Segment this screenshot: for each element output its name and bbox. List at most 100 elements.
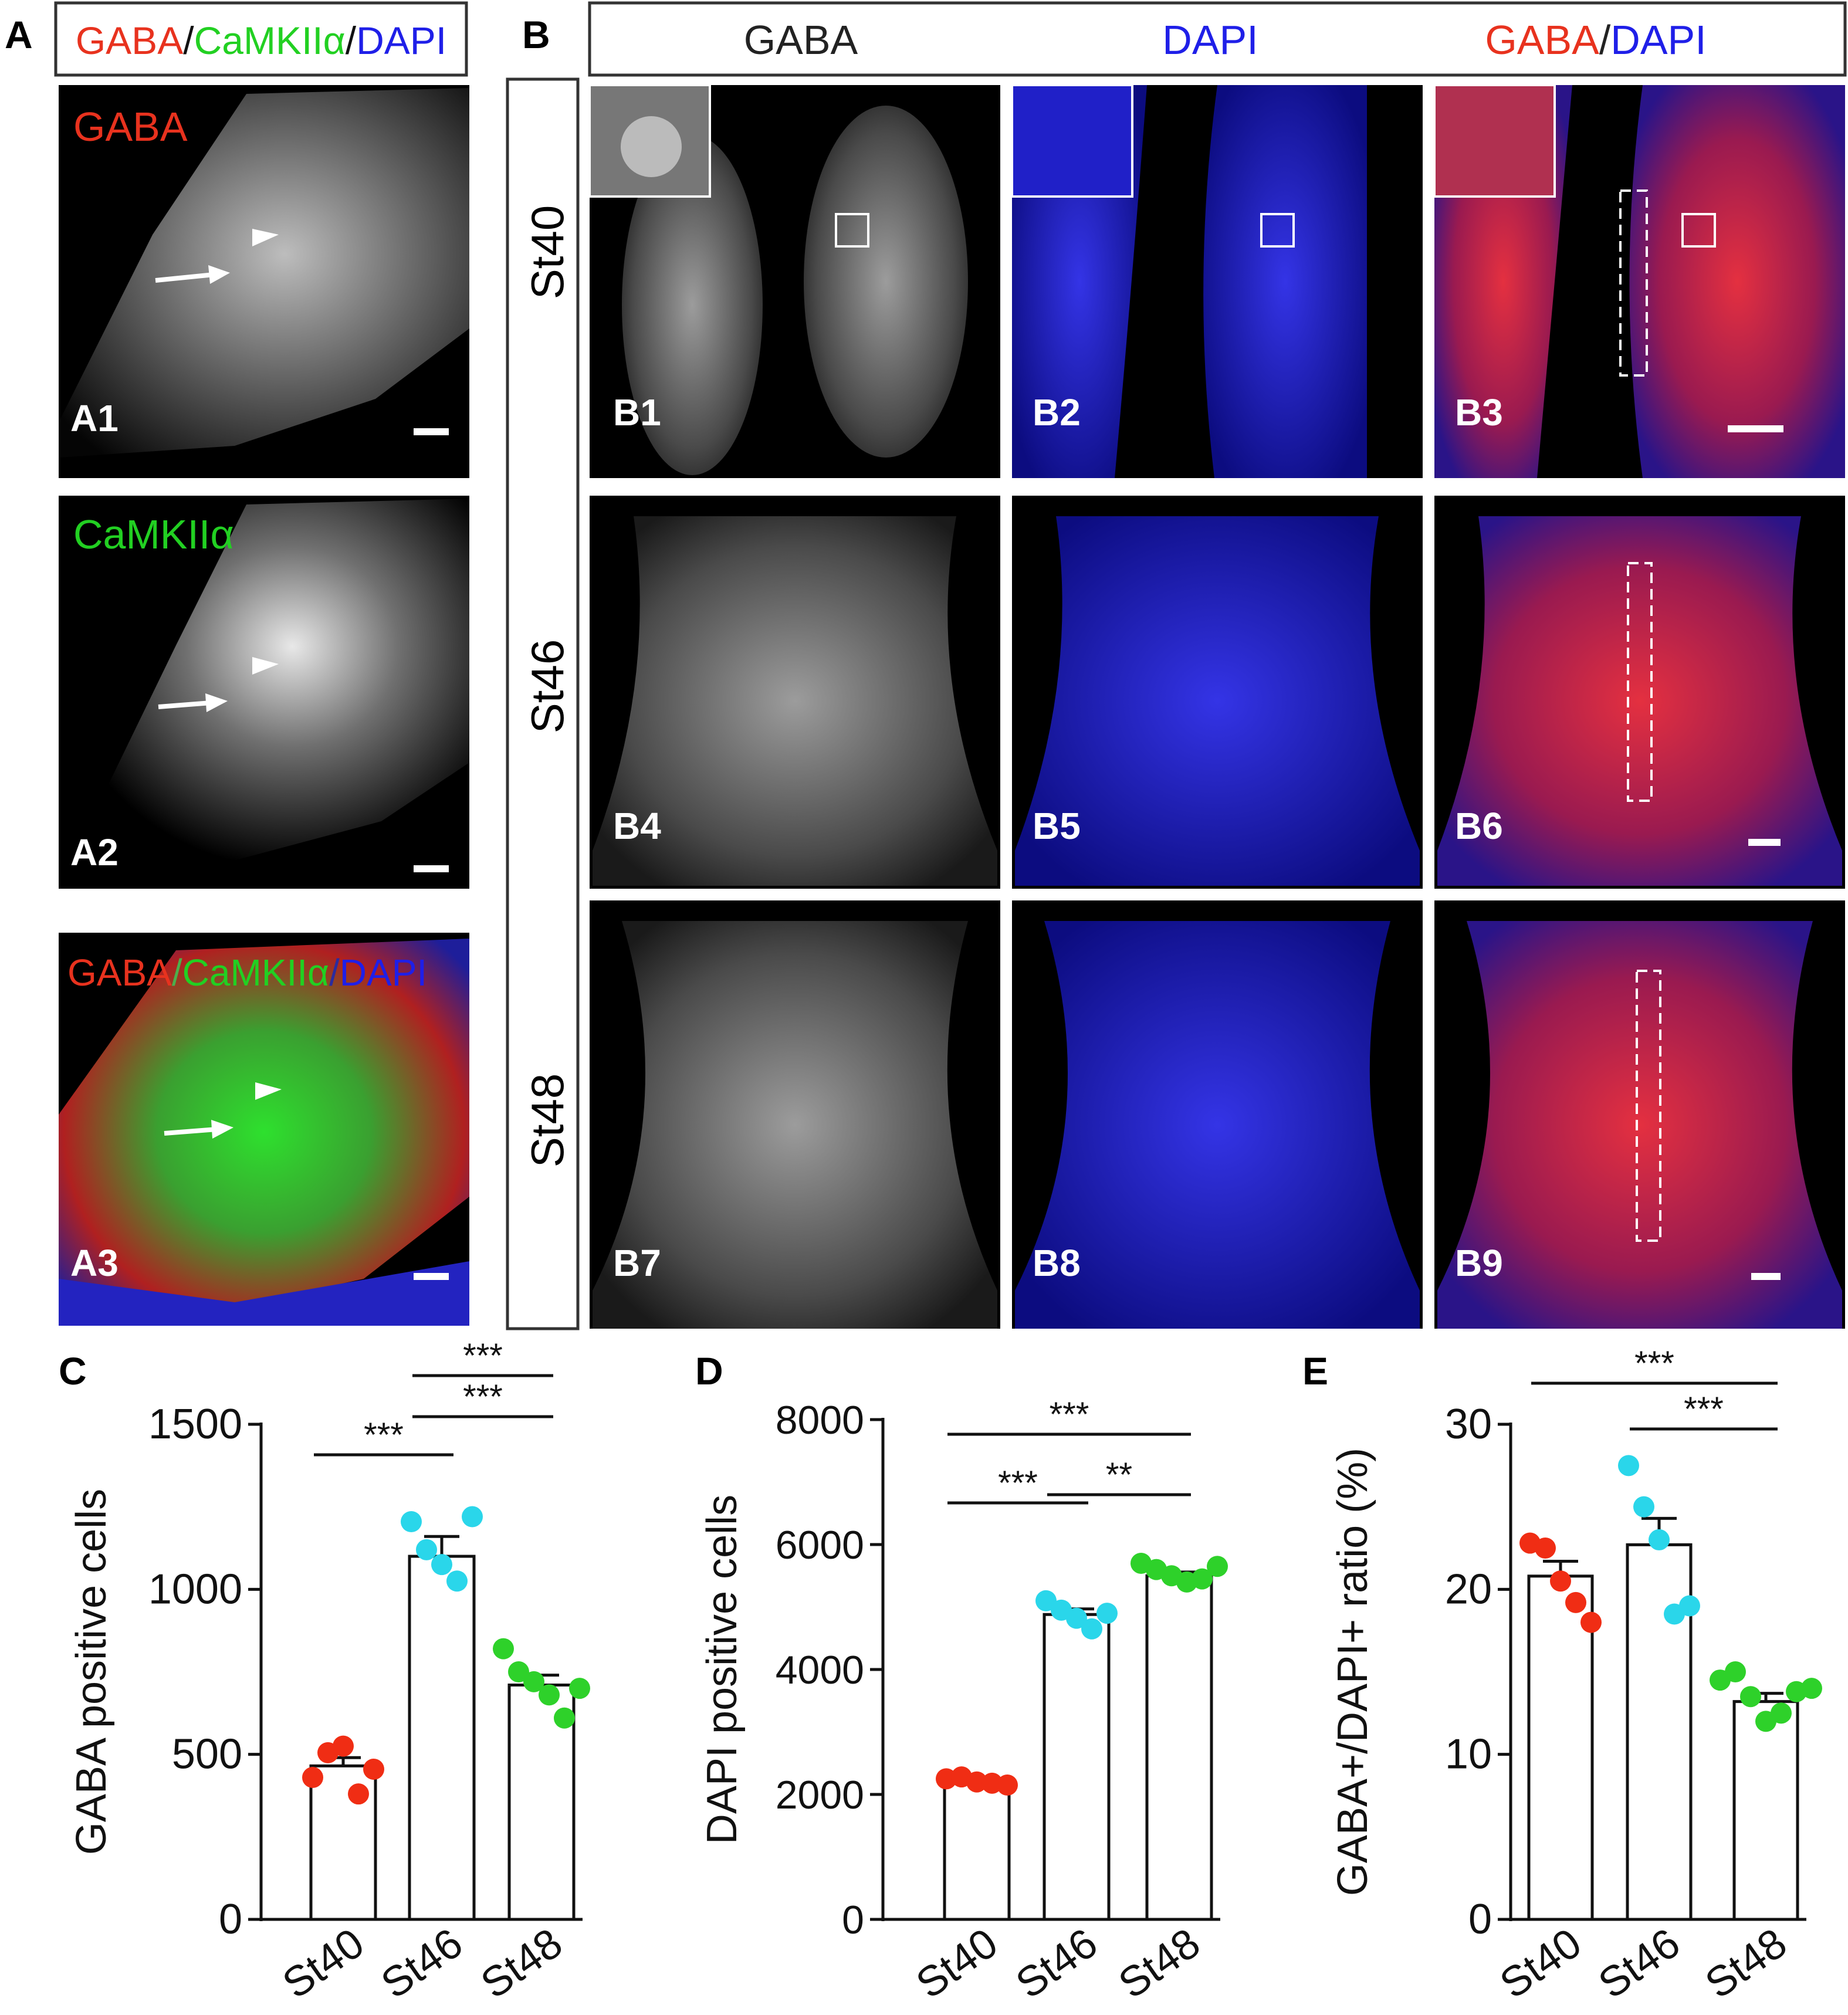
stain-label: GABA/CaMKIIα/DAPI [67, 951, 427, 994]
roi-box [1681, 213, 1716, 248]
chart-d: 0 2000 4000 6000 8000 DAPI positive cells St40… [699, 1396, 1228, 2008]
y-tick-label: 2000 [776, 1773, 864, 1817]
data-point [363, 1758, 384, 1780]
data-point [569, 1678, 590, 1699]
y-tick-label: 4000 [776, 1648, 864, 1692]
significance-label: ** [1106, 1456, 1132, 1494]
data-point [1550, 1570, 1571, 1592]
data-point [401, 1511, 422, 1532]
x-tick-label: St46 [1590, 1919, 1688, 2007]
data-point [1618, 1455, 1639, 1476]
x-tick-label: St40 [1492, 1919, 1590, 2007]
data-point [539, 1684, 560, 1706]
data-point [462, 1506, 483, 1528]
y-tick-label: 0 [842, 1898, 864, 1942]
panel-a-legend: GABA/CaMKIIα/DAPI [76, 19, 446, 62]
image-label: B8 [1033, 1242, 1081, 1284]
legend-dapi: DAPI [356, 19, 446, 62]
significance-label: *** [1050, 1396, 1089, 1434]
y-tick-label: 1000 [148, 1566, 242, 1613]
data-point [1207, 1556, 1228, 1577]
significance-label: *** [463, 1337, 503, 1375]
panel-label-c: C [59, 1349, 87, 1393]
data-point [1081, 1618, 1102, 1640]
x-tick-label: St40 [908, 1919, 1006, 2007]
data-point [554, 1707, 575, 1729]
legend-sep: / [329, 951, 340, 994]
legend-dapi: DAPI [340, 951, 427, 994]
bar [408, 1555, 476, 1921]
header-gaba: GABA [744, 17, 858, 63]
inset-box [1433, 84, 1556, 198]
x-tick-label: St40 [275, 1919, 373, 2007]
midline-box [1627, 562, 1653, 802]
significance-label: *** [998, 1464, 1038, 1502]
y-tick-label: 0 [219, 1896, 242, 1943]
legend-sep: / [183, 19, 194, 62]
scale-bar [414, 865, 449, 872]
legend-sep: / [1599, 17, 1611, 63]
significance-label: *** [1684, 1390, 1724, 1428]
legend-dapi: DAPI [1610, 17, 1706, 63]
x-tick-label: St46 [1008, 1919, 1106, 2007]
data-point [1035, 1590, 1057, 1611]
data-point [446, 1570, 468, 1592]
significance-label: *** [364, 1416, 404, 1454]
arrow-icon [158, 693, 228, 712]
y-tick-label: 20 [1445, 1566, 1492, 1613]
significance-label: *** [463, 1378, 503, 1416]
data-point [493, 1638, 514, 1660]
image-b6: B6 [1434, 496, 1845, 889]
data-point [416, 1539, 437, 1560]
scale-bar [1728, 425, 1783, 432]
midline-box [1636, 970, 1661, 1242]
data-point [1565, 1591, 1586, 1613]
image-a2: CaMKIIα A2 [59, 496, 469, 889]
image-b8: B8 [1012, 900, 1423, 1329]
inset-box [1011, 84, 1133, 198]
stage-column-box [506, 77, 580, 1330]
data-point [508, 1661, 529, 1682]
data-point [431, 1554, 452, 1576]
arrow-icon [155, 265, 230, 284]
y-tick-label: 8000 [776, 1398, 864, 1442]
data-point [1535, 1538, 1556, 1559]
header-merge: GABA/DAPI [1485, 17, 1706, 63]
image-label: B5 [1033, 805, 1081, 847]
data-point [523, 1671, 544, 1692]
header-dapi: DAPI [1162, 17, 1258, 63]
y-axis-label: GABA+/DAPI+ ratio (%) [1329, 1448, 1376, 1896]
image-label: B7 [613, 1242, 661, 1284]
data-point [1801, 1678, 1822, 1699]
legend-sep: / [346, 19, 357, 62]
roi-box [1260, 213, 1295, 248]
panel-b-header-box [588, 1, 1847, 77]
image-b4: B4 [590, 496, 1000, 889]
data-point [1679, 1595, 1700, 1617]
x-tick-label: St46 [373, 1919, 471, 2007]
legend-sep: / [172, 951, 182, 994]
panel-label-b: B [522, 13, 550, 56]
legend-camk: CaMKIIα [182, 951, 329, 994]
stage-label-st40: St40 [522, 205, 573, 299]
scale-bar [414, 1273, 449, 1280]
image-b3: B3 [1433, 84, 1845, 478]
image-b2: B2 [1011, 84, 1423, 478]
data-point [1740, 1686, 1761, 1708]
image-label: A2 [70, 831, 119, 873]
data-point [348, 1783, 369, 1805]
chart-c: 0 500 1000 1500 GABA positive cells St40 St46 S… [68, 1337, 590, 2008]
y-tick-label: 10 [1445, 1731, 1492, 1778]
image-label: B1 [613, 391, 661, 434]
panel-label-a: A [5, 13, 33, 56]
scale-bar [414, 428, 449, 435]
y-tick-label: 30 [1445, 1401, 1492, 1448]
image-b7: B7 [590, 900, 1000, 1329]
roi-box [835, 213, 869, 248]
stain-label: GABA [73, 104, 188, 150]
legend-camk: CaMKIIα [194, 19, 346, 62]
arrowhead-icon [252, 229, 279, 246]
data-point [302, 1767, 323, 1789]
arrow-icon [164, 1120, 233, 1139]
